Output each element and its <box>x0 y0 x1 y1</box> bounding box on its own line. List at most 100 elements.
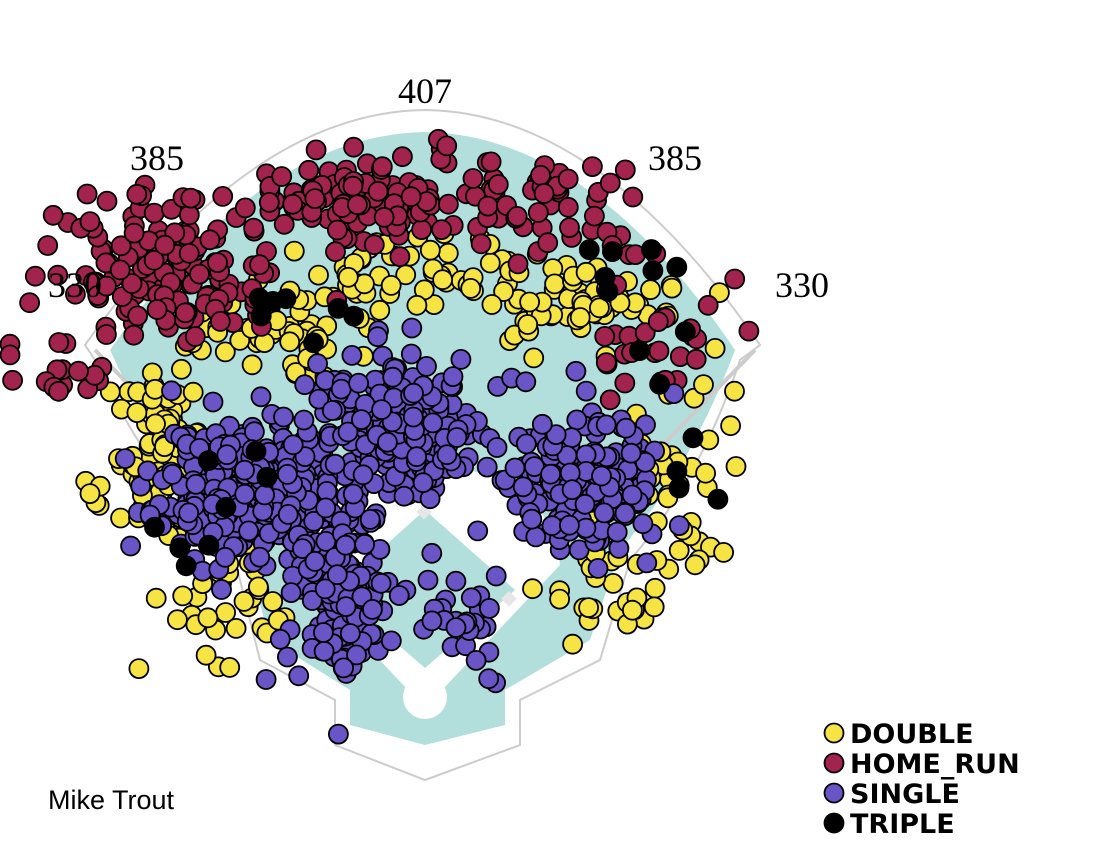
hit-point-single <box>545 424 567 446</box>
hit-point-single <box>540 463 561 485</box>
hit-point-home-run <box>189 263 210 285</box>
hit-point-single <box>575 380 597 402</box>
hit-point-single <box>161 463 183 485</box>
hit-point-double <box>622 599 643 621</box>
hit-point-double <box>575 261 597 283</box>
hit-point-home-run <box>342 175 364 197</box>
hit-point-home-run <box>180 187 202 209</box>
hit-point-double <box>166 609 188 631</box>
hit-point-double <box>369 299 391 321</box>
hit-point-single <box>595 414 617 436</box>
hit-point-single <box>561 479 583 501</box>
hit-point-triple <box>250 305 272 327</box>
hit-point-single <box>346 644 367 666</box>
hit-point-double <box>460 277 482 299</box>
hit-point-home-run <box>121 273 143 295</box>
hit-point-single <box>486 437 508 458</box>
hit-point-single <box>442 366 464 388</box>
hit-point-single <box>476 456 498 478</box>
hit-point-single <box>436 444 458 466</box>
hit-point-home-run <box>243 217 265 239</box>
hit-point-home-run <box>326 219 348 241</box>
hit-point-single <box>114 448 136 470</box>
hit-points <box>0 128 760 745</box>
legend-swatch-double <box>823 722 845 744</box>
hit-point-home-run <box>65 283 86 305</box>
hit-point-single <box>541 515 563 537</box>
hit-point-single <box>303 510 325 532</box>
hit-point-single <box>335 534 357 556</box>
hit-point-single <box>417 569 439 591</box>
hit-point-home-run <box>470 233 492 255</box>
hit-point-home-run <box>37 235 59 256</box>
hit-point-home-run <box>207 252 228 274</box>
hit-point-single <box>308 388 330 410</box>
hit-point-single <box>485 565 507 587</box>
hit-point-single <box>293 409 315 431</box>
hit-point-triple <box>327 297 349 319</box>
hit-point-double <box>79 483 101 505</box>
hit-point-single <box>416 355 437 377</box>
hit-point-home-run <box>154 234 176 256</box>
hit-point-double <box>170 358 192 380</box>
hit-point-home-run <box>343 136 365 158</box>
hit-point-home-run <box>346 194 368 216</box>
hit-point-single <box>632 513 654 535</box>
hit-point-home-run <box>391 146 413 168</box>
hit-point-home-run <box>530 164 551 186</box>
hit-point-triple <box>169 537 191 559</box>
hit-point-home-run <box>527 202 549 223</box>
hit-point-single <box>294 374 316 396</box>
hit-point-home-run <box>109 259 131 281</box>
hit-point-triple <box>175 555 197 577</box>
hit-point-double <box>432 269 454 291</box>
hit-point-home-run <box>367 180 389 202</box>
hit-point-home-run <box>462 168 484 189</box>
hit-point-home-run <box>68 360 89 382</box>
hit-point-double <box>720 415 741 437</box>
legend-swatch-single <box>823 782 845 804</box>
hit-point-home-run <box>24 265 46 287</box>
hit-point-single <box>587 558 609 579</box>
hit-point-single <box>636 552 658 574</box>
hit-point-home-run <box>559 217 580 239</box>
hit-point-home-run <box>76 183 98 205</box>
hit-point-double <box>406 294 428 316</box>
hit-point-double <box>519 291 540 313</box>
hit-point-single <box>243 421 265 443</box>
hit-point-single <box>406 446 428 468</box>
hit-point-home-run <box>594 325 616 347</box>
hit-point-single <box>185 473 207 495</box>
hit-point-home-run <box>480 151 502 173</box>
hit-point-single <box>348 372 370 394</box>
fence-distance-label: 330 <box>48 265 102 305</box>
hit-point-single <box>388 585 410 606</box>
hit-point-single <box>421 542 443 564</box>
fence-distance-label: 330 <box>775 265 829 305</box>
fence-distances: 330 385 407 385 330 <box>48 71 829 305</box>
hit-point-single <box>315 497 337 519</box>
hit-point-home-run <box>431 219 453 241</box>
hit-point-single <box>330 378 352 400</box>
hit-point-home-run <box>685 348 707 370</box>
hit-point-home-run <box>126 183 148 205</box>
hit-point-single <box>234 483 256 505</box>
hit-point-triple <box>594 266 616 288</box>
hit-point-home-run <box>584 205 605 227</box>
hit-point-single <box>593 502 615 524</box>
hit-point-home-run <box>697 294 719 316</box>
hit-point-double <box>544 273 565 295</box>
legend-swatch-home-run <box>823 752 845 774</box>
hit-point-double <box>578 597 599 618</box>
hit-point-triple <box>649 373 670 395</box>
hit-point-double <box>380 274 402 296</box>
hit-point-triple <box>245 440 267 462</box>
hit-point-triple <box>197 450 219 472</box>
home-plate-circle <box>403 675 447 719</box>
hit-point-single <box>382 366 404 388</box>
hit-point-single <box>559 514 580 536</box>
hit-point-double <box>644 577 666 599</box>
hit-point-single <box>450 348 472 370</box>
hit-point-triple <box>144 516 165 538</box>
